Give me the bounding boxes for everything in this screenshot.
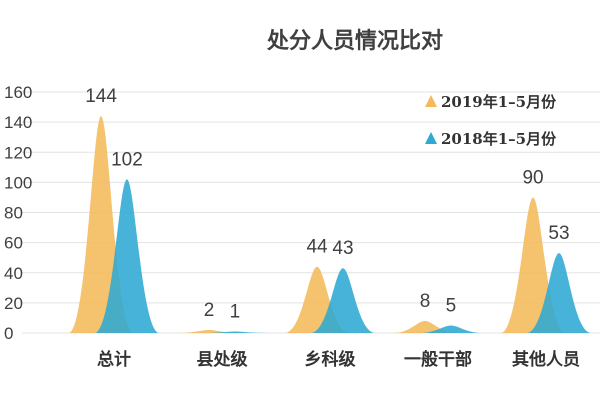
y-tick-label: 120	[4, 143, 32, 162]
legend: 2019年1–5月份 2018年1–5月份	[425, 93, 557, 148]
x-tick-label: 乡科级	[305, 349, 356, 370]
peak-1-3	[418, 325, 484, 333]
data-labels: 144 2 44 8 90 102 1 43 5 53	[85, 86, 569, 322]
plot-area	[68, 116, 592, 333]
y-tick-label: 100	[4, 173, 32, 192]
x-tick-label: 一般干部	[404, 349, 472, 370]
legend-marker-1	[425, 132, 437, 144]
data-label: 2	[204, 300, 215, 321]
legend-label-1: 2018年1–5月份	[441, 130, 557, 148]
y-tick-label: 20	[4, 294, 23, 313]
y-tick-label: 160	[4, 83, 32, 102]
data-label: 53	[548, 223, 569, 244]
y-tick-label: 140	[4, 113, 32, 132]
series-1	[94, 179, 592, 333]
peak-1-2	[310, 268, 376, 333]
data-label: 8	[420, 291, 431, 312]
y-tick-label: 80	[4, 204, 23, 223]
data-label: 144	[85, 86, 117, 107]
data-label: 90	[522, 167, 543, 188]
peak-1-4	[526, 253, 592, 333]
peak-1-0	[94, 179, 160, 333]
x-tick-label: 县处级	[197, 349, 248, 370]
peak-1-1	[202, 331, 268, 333]
data-label: 5	[446, 295, 457, 316]
y-tick-label: 40	[4, 264, 23, 283]
legend-marker-0	[425, 95, 437, 107]
legend-label-0: 2019年1–5月份	[441, 93, 557, 111]
data-label: 43	[332, 238, 353, 259]
y-axis: 0 20 40 60 80 100 120 140 160	[4, 83, 32, 343]
x-tick-label: 总计	[97, 349, 131, 370]
x-tick-label: 其他人员	[512, 349, 580, 370]
y-tick-label: 60	[4, 234, 23, 253]
x-axis: 总计 县处级 乡科级 一般干部 其他人员	[97, 349, 580, 370]
data-label: 102	[111, 149, 143, 170]
data-label: 44	[306, 237, 328, 258]
chart-title: 处分人员情况比对	[266, 28, 443, 54]
y-tick-label: 0	[4, 324, 13, 343]
data-label: 1	[230, 301, 241, 322]
